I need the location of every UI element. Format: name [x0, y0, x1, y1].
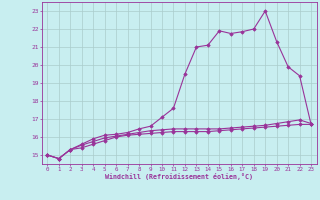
X-axis label: Windchill (Refroidissement éolien,°C): Windchill (Refroidissement éolien,°C)	[105, 173, 253, 180]
